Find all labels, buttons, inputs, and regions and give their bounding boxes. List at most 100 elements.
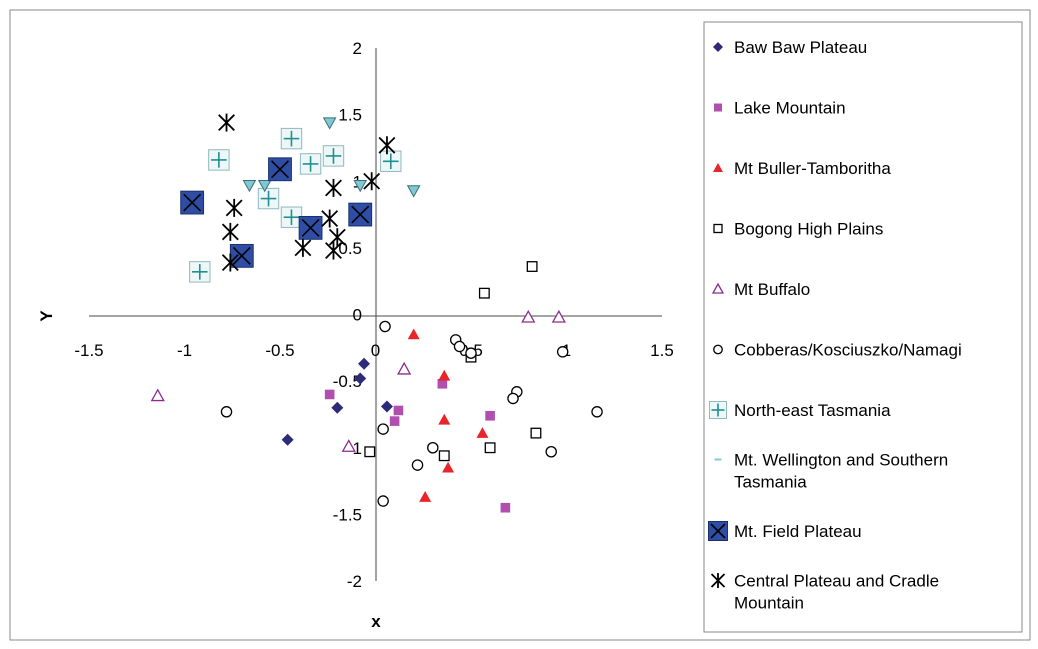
data-point xyxy=(465,347,477,359)
legend-box xyxy=(703,21,1023,633)
data-point xyxy=(556,346,569,358)
y-tick-label: 0 xyxy=(353,306,362,325)
data-point xyxy=(364,446,376,458)
y-axis-title: Y xyxy=(37,310,56,322)
data-point xyxy=(377,423,389,435)
data-point xyxy=(377,495,389,507)
data-point xyxy=(478,287,490,299)
legend-label: Baw Baw Plateau xyxy=(734,38,867,57)
series-9 xyxy=(218,113,396,272)
data-point xyxy=(280,127,303,150)
data-point xyxy=(521,309,536,323)
data-point xyxy=(551,309,566,323)
data-point xyxy=(268,157,292,182)
data-point xyxy=(298,215,323,240)
data-point xyxy=(281,433,294,446)
data-point xyxy=(380,400,393,413)
data-point xyxy=(180,190,205,215)
series-5 xyxy=(220,320,603,507)
legend-item: Bogong High Plains xyxy=(713,220,883,239)
y-tick-label: -0.5 xyxy=(333,372,362,391)
data-point xyxy=(257,187,280,210)
data-point xyxy=(299,153,322,175)
data-point xyxy=(406,185,421,198)
y-tick-label: -2 xyxy=(347,572,362,591)
legend-marker xyxy=(713,42,723,52)
data-point xyxy=(358,357,371,370)
legend-label: Central Plateau and Cradle Mountain xyxy=(734,572,939,613)
data-point xyxy=(407,328,420,340)
data-point xyxy=(380,150,402,172)
series-4 xyxy=(150,309,566,452)
legend-marker xyxy=(713,344,723,355)
data-point xyxy=(280,206,303,228)
x-tick-label: 1.5 xyxy=(650,341,674,360)
data-point xyxy=(220,406,233,418)
legend-marker xyxy=(714,458,722,461)
data-point xyxy=(221,253,239,272)
x-axis-title: x xyxy=(371,612,381,631)
x-tick-label: 0 xyxy=(371,341,380,360)
y-tick-label: -1.5 xyxy=(333,505,362,524)
data-point xyxy=(389,416,400,426)
legend: Baw Baw Plateau Lake Mountain Mt Buller-Ta… xyxy=(708,38,962,613)
data-point xyxy=(294,238,312,257)
data-point xyxy=(476,427,489,438)
data-point xyxy=(363,172,381,191)
data-point xyxy=(242,179,257,193)
data-point xyxy=(442,461,455,473)
data-points xyxy=(150,113,603,513)
data-point xyxy=(500,502,511,513)
data-point xyxy=(325,241,342,260)
legend-label: Mt. Wellington and Southern Tasmania xyxy=(734,451,948,492)
data-point xyxy=(453,340,466,353)
data-point xyxy=(526,261,538,272)
series-0 xyxy=(281,357,393,446)
axes xyxy=(89,48,662,581)
data-point xyxy=(257,179,272,193)
x-tick-label: -0.5 xyxy=(265,341,294,360)
legend-item: Mt. Field Plateau xyxy=(708,521,862,541)
legend-item: Mt. Wellington and Southern Tasmania xyxy=(714,451,948,492)
legend-label: Bogong High Plains xyxy=(734,220,883,239)
legend-item: Central Plateau and Cradle Mountain xyxy=(710,572,939,613)
data-point xyxy=(328,228,346,247)
data-point xyxy=(438,369,451,381)
x-tick-label: -1 xyxy=(177,341,192,360)
legend-label: Mt Buffalo xyxy=(734,280,810,299)
legend-label: North-east Tasmania xyxy=(734,401,891,420)
data-point xyxy=(393,405,404,416)
data-point xyxy=(341,439,356,452)
x-tick-label: -1.5 xyxy=(74,341,103,360)
series-8 xyxy=(180,157,373,268)
data-point xyxy=(353,179,368,193)
data-point xyxy=(208,149,230,171)
data-point xyxy=(507,392,519,405)
data-point xyxy=(591,406,603,418)
data-point xyxy=(354,372,367,385)
series-2 xyxy=(407,328,489,502)
legend-item: Baw Baw Plateau xyxy=(713,38,867,57)
legend-marker xyxy=(711,282,725,294)
data-point xyxy=(218,113,235,132)
legend-label: Lake Mountain xyxy=(734,99,846,118)
data-point xyxy=(411,459,424,471)
legend-marker xyxy=(713,223,723,234)
data-point xyxy=(348,202,373,227)
legend-item: Lake Mountain xyxy=(714,99,846,118)
data-point xyxy=(485,410,495,421)
data-point xyxy=(438,413,451,425)
data-point xyxy=(484,442,496,454)
data-point xyxy=(427,441,439,454)
legend-marker xyxy=(714,103,722,112)
legend-item: Cobberas/Kosciuszko/Namagi xyxy=(713,341,962,360)
data-point xyxy=(322,145,345,167)
data-point xyxy=(221,222,239,241)
legend-label: Mt Buller-Tamboritha xyxy=(734,159,891,178)
legend-label: Cobberas/Kosciuszko/Namagi xyxy=(734,341,962,360)
data-point xyxy=(545,445,557,458)
data-point xyxy=(437,378,448,389)
data-point xyxy=(378,136,396,155)
data-point xyxy=(419,491,432,502)
